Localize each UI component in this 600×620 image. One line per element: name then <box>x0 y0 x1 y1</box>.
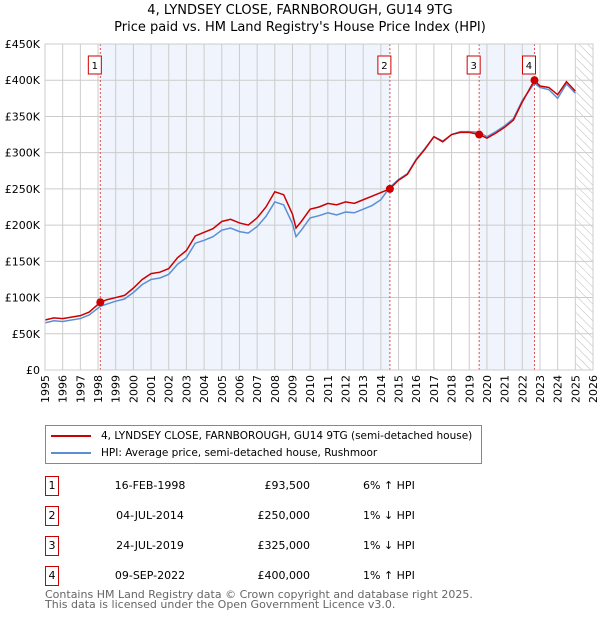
y-tick-label: £400K <box>5 74 41 87</box>
chart-subtitle: Price paid vs. HM Land Registry's House … <box>114 20 486 35</box>
x-tick-label: 2002 <box>163 375 176 403</box>
sale-point <box>385 184 394 193</box>
hpi-line <box>44 82 576 324</box>
x-tick-label: 1996 <box>57 375 70 403</box>
legend-label: 4, LYNDSEY CLOSE, FARNBOROUGH, GU14 9TG … <box>101 430 473 442</box>
sale-date: 09-SEP-2022 <box>114 569 186 582</box>
x-tick-label: 2017 <box>428 375 441 403</box>
sale-point <box>475 130 484 139</box>
x-tick-label: 2009 <box>286 375 299 403</box>
sale-label-box <box>466 55 481 75</box>
x-tick-label: 2016 <box>410 375 423 403</box>
sale-marker: 4 <box>45 566 59 586</box>
x-tick-label: 2010 <box>304 375 317 403</box>
sale-hpi-diff: 6% ↑ HPI <box>363 479 415 492</box>
y-tick-label: £50K <box>12 328 41 341</box>
x-tick-label: 2007 <box>251 375 264 403</box>
x-tick-label: 2014 <box>375 375 388 403</box>
sale-label-box <box>87 55 102 75</box>
sale-row: 3 24-JUL-2019 £325,000 1% ↓ HPI <box>45 536 445 556</box>
x-tick-label: 2020 <box>481 375 494 403</box>
x-tick-label: 2000 <box>127 375 140 403</box>
x-tick-label: 1999 <box>110 375 123 403</box>
legend-label: HPI: Average price, semi-detached house,… <box>101 447 378 459</box>
sale-marker: 3 <box>45 536 59 556</box>
legend-swatch-blue <box>51 452 91 454</box>
sale-point <box>530 76 539 85</box>
x-tick-label: 2023 <box>534 375 547 403</box>
plot-border <box>44 43 594 371</box>
sale-label: 4 <box>526 61 532 72</box>
x-tick-label: 2015 <box>393 375 406 403</box>
x-tick-label: 2025 <box>569 375 582 403</box>
x-tick-label: 2026 <box>587 375 600 403</box>
shaded-range <box>479 44 535 370</box>
y-tick-label: £150K <box>5 255 41 268</box>
y-tick-label: £250K <box>5 183 41 196</box>
sale-date: 24-JUL-2019 <box>116 539 184 552</box>
legend: 4, LYNDSEY CLOSE, FARNBOROUGH, GU14 9TG … <box>45 425 482 464</box>
sale-hpi-diff: 1% ↓ HPI <box>363 509 415 522</box>
y-tick-label: £0 <box>26 364 40 377</box>
y-tick-label: £350K <box>5 110 41 123</box>
x-tick-label: 2019 <box>463 375 476 403</box>
x-tick-label: 1997 <box>74 375 87 403</box>
x-tick-label: 2022 <box>516 375 529 403</box>
sale-hpi-diff: 1% ↓ HPI <box>363 539 415 552</box>
x-tick-label: 2013 <box>357 375 370 403</box>
sale-marker: 1 <box>45 476 59 496</box>
sale-date: 04-JUL-2014 <box>116 509 184 522</box>
x-tick-label: 2024 <box>552 375 565 403</box>
x-tick-label: 2005 <box>216 375 229 403</box>
sale-price: £400,000 <box>257 569 311 582</box>
y-tick-label: £100K <box>5 292 41 305</box>
forecast-hatch <box>576 44 593 370</box>
legend-item-hpi: HPI: Average price, semi-detached house,… <box>46 445 377 461</box>
x-tick-label: 2006 <box>233 375 246 403</box>
sale-price: £93,500 <box>264 479 311 492</box>
x-tick-label: 1998 <box>92 375 105 403</box>
x-tick-label: 2012 <box>340 375 353 403</box>
sale-label-box <box>521 55 536 75</box>
x-tick-label: 2011 <box>322 375 335 403</box>
sale-label-box <box>377 55 392 75</box>
footer: Contains HM Land Registry data © Crown c… <box>45 588 473 611</box>
sale-hpi-diff: 1% ↑ HPI <box>363 569 415 582</box>
sale-label: 3 <box>470 61 476 72</box>
sale-price: £250,000 <box>257 509 311 522</box>
x-tick-label: 2021 <box>499 375 512 403</box>
sale-row: 2 04-JUL-2014 £250,000 1% ↓ HPI <box>45 506 445 526</box>
y-tick-label: £300K <box>5 147 41 160</box>
sale-price: £325,000 <box>257 539 311 552</box>
x-tick-label: 2008 <box>269 375 282 403</box>
sale-row: 4 09-SEP-2022 £400,000 1% ↑ HPI <box>45 566 445 586</box>
sale-date: 16-FEB-1998 <box>114 479 186 492</box>
sale-row: 1 16-FEB-1998 £93,500 6% ↑ HPI <box>45 476 445 496</box>
price-chart: 1995 1996 1997 1998 1999 2000 2001 2002 2003 2004… <box>5 38 600 403</box>
sale-point <box>96 298 105 307</box>
sale-label: 1 <box>92 61 98 72</box>
x-tick-label: 2004 <box>198 375 211 403</box>
x-tick-label: 2018 <box>446 375 459 403</box>
x-tick-label: 1995 <box>39 375 52 403</box>
sale-label: 2 <box>381 61 387 72</box>
legend-swatch-red <box>51 435 91 437</box>
y-tick-label: £200K <box>5 219 41 232</box>
sale-marker: 2 <box>45 506 59 526</box>
footer-line2: This data is licensed under the Open Gov… <box>45 598 396 611</box>
shaded-range <box>100 44 390 370</box>
x-tick-label: 2003 <box>180 375 193 403</box>
property-price-line <box>44 78 576 321</box>
footer-line1: Contains HM Land Registry data © Crown c… <box>45 588 473 601</box>
legend-item-property: 4, LYNDSEY CLOSE, FARNBOROUGH, GU14 9TG … <box>46 428 472 444</box>
chart-title: 4, LYNDSEY CLOSE, FARNBOROUGH, GU14 9TG <box>147 3 453 18</box>
y-tick-label: £450K <box>5 38 41 51</box>
x-tick-label: 2001 <box>145 375 158 403</box>
